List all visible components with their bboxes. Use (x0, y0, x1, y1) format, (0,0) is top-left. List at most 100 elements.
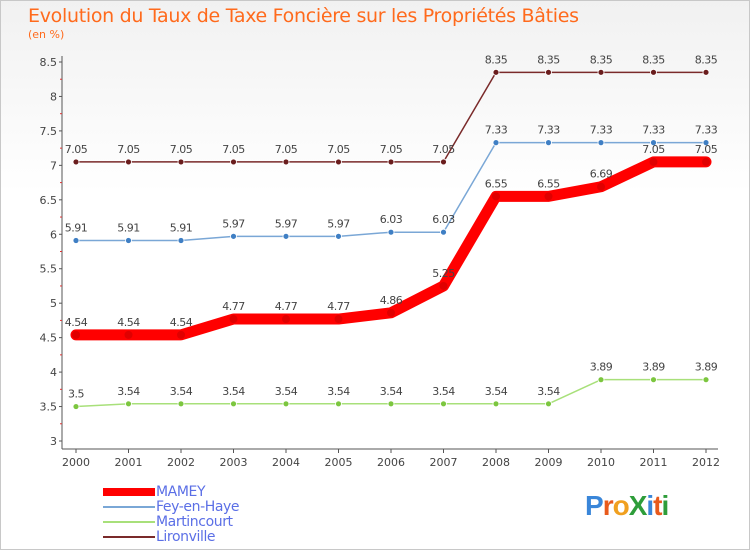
data-label-fey-en-haye: 7.33 (695, 124, 718, 137)
y-tick-label: 5.5 (40, 263, 58, 276)
data-label-lironville: 7.05 (65, 143, 88, 156)
data-point-fey-en-haye (230, 232, 237, 240)
legend-label-fey-en-haye: Fey-en-Haye (156, 499, 240, 515)
data-label-martincourt: 3.89 (642, 361, 665, 374)
brand-letter: r (602, 490, 614, 521)
legend-swatch-mamey (103, 488, 155, 496)
data-point-martincourt (440, 400, 447, 408)
chart-title: Evolution du Taux de Taxe Foncière sur l… (28, 5, 579, 27)
data-point-fey-en-haye (492, 139, 500, 147)
data-label-martincourt: 3.54 (170, 385, 193, 398)
data-point-lironville (387, 158, 395, 166)
data-label-mamey: 4.77 (275, 300, 298, 313)
data-label-lironville: 8.35 (695, 53, 718, 66)
y-tick-label: 6 (50, 228, 57, 241)
data-label-martincourt: 3.89 (590, 361, 613, 374)
data-point-mamey (229, 315, 238, 324)
data-label-lironville: 7.05 (170, 143, 193, 156)
x-tick-label: 2005 (325, 456, 353, 469)
data-point-martincourt (545, 400, 552, 408)
data-label-lironville: 7.05 (432, 143, 455, 156)
brand-letter: i (646, 490, 654, 521)
legend-item-lironville: Lironville (103, 529, 303, 545)
data-point-mamey (72, 330, 80, 339)
data-label-fey-en-haye: 5.91 (117, 221, 140, 234)
data-label-fey-en-haye: 7.33 (485, 124, 508, 137)
legend-item-fey-en-haye: Fey-en-Haye (103, 499, 303, 515)
x-tick-label: 2006 (377, 456, 405, 469)
data-point-lironville (72, 158, 80, 166)
legend-item-martincourt: Martincourt (103, 514, 303, 530)
data-point-martincourt (335, 400, 342, 408)
legend-label-mamey: MAMEY (156, 484, 206, 500)
data-label-fey-en-haye: 5.97 (222, 217, 245, 230)
data-point-lironville (597, 68, 605, 76)
data-label-martincourt: 3.54 (537, 385, 560, 398)
data-point-fey-en-haye (387, 228, 395, 236)
data-label-mamey: 6.55 (537, 177, 560, 190)
legend-label-lironville: Lironville (156, 529, 216, 545)
data-point-mamey (177, 330, 185, 339)
data-point-mamey (387, 308, 395, 317)
data-point-lironville (230, 158, 237, 166)
data-label-lironville: 8.35 (590, 53, 613, 66)
data-point-lironville (440, 158, 447, 166)
brand-letter: X (628, 490, 648, 521)
data-point-lironville (492, 68, 500, 76)
data-label-mamey: 4.54 (65, 316, 88, 329)
data-point-martincourt (650, 376, 657, 384)
data-point-mamey (439, 281, 448, 290)
data-point-mamey (649, 157, 658, 166)
legend-swatch-fey-en-haye (103, 506, 155, 508)
data-label-mamey: 5.25 (432, 267, 455, 280)
x-tick-label: 2011 (640, 456, 668, 469)
data-point-martincourt (702, 376, 710, 384)
data-point-lironville (545, 68, 552, 76)
data-label-lironville: 7.05 (380, 143, 403, 156)
data-label-fey-en-haye: 7.33 (590, 124, 613, 137)
data-point-martincourt (597, 376, 605, 384)
x-tick-label: 2000 (62, 456, 90, 469)
data-label-martincourt: 3.54 (380, 385, 403, 398)
data-label-mamey: 4.77 (222, 300, 245, 313)
legend-item-mamey: MAMEY (103, 484, 303, 500)
data-label-fey-en-haye: 5.91 (65, 221, 88, 234)
data-label-mamey: 7.05 (642, 143, 665, 156)
data-point-martincourt (387, 400, 395, 408)
data-label-lironville: 8.35 (642, 53, 665, 66)
data-label-mamey: 4.54 (170, 316, 193, 329)
data-label-martincourt: 3.54 (275, 385, 298, 398)
data-point-fey-en-haye (177, 237, 185, 244)
brand-letter: i (661, 490, 670, 521)
legend-swatch-martincourt (103, 521, 155, 523)
x-tick-label: 2007 (430, 456, 458, 469)
data-point-martincourt (492, 400, 500, 408)
data-point-martincourt (282, 400, 290, 408)
y-tick-label: 4 (50, 366, 57, 379)
data-point-fey-en-haye (440, 228, 447, 236)
data-label-fey-en-haye: 7.33 (642, 124, 665, 137)
data-label-martincourt: 3.54 (222, 385, 245, 398)
data-point-fey-en-haye (702, 139, 710, 147)
y-tick-label: 5 (50, 297, 57, 310)
data-point-fey-en-haye (72, 237, 80, 244)
data-label-fey-en-haye: 7.33 (537, 124, 560, 137)
data-point-lironville (177, 158, 185, 166)
data-point-martincourt (230, 400, 237, 408)
y-tick-label: 7 (50, 159, 57, 172)
brand-letter: t (653, 490, 662, 521)
data-label-lironville: 7.05 (327, 143, 350, 156)
data-label-mamey: 4.54 (117, 316, 140, 329)
data-label-lironville: 7.05 (275, 143, 298, 156)
legend-swatch-lironville (103, 536, 155, 538)
data-label-martincourt: 3.5 (68, 388, 84, 401)
data-point-mamey (492, 192, 500, 201)
data-label-martincourt: 3.54 (432, 385, 455, 398)
data-label-mamey: 7.05 (695, 143, 718, 156)
data-label-fey-en-haye: 5.97 (275, 217, 298, 230)
data-point-fey-en-haye (545, 139, 552, 147)
x-tick-label: 2002 (167, 456, 195, 469)
x-tick-label: 2012 (692, 456, 720, 469)
y-tick-label: 7.5 (40, 125, 58, 138)
